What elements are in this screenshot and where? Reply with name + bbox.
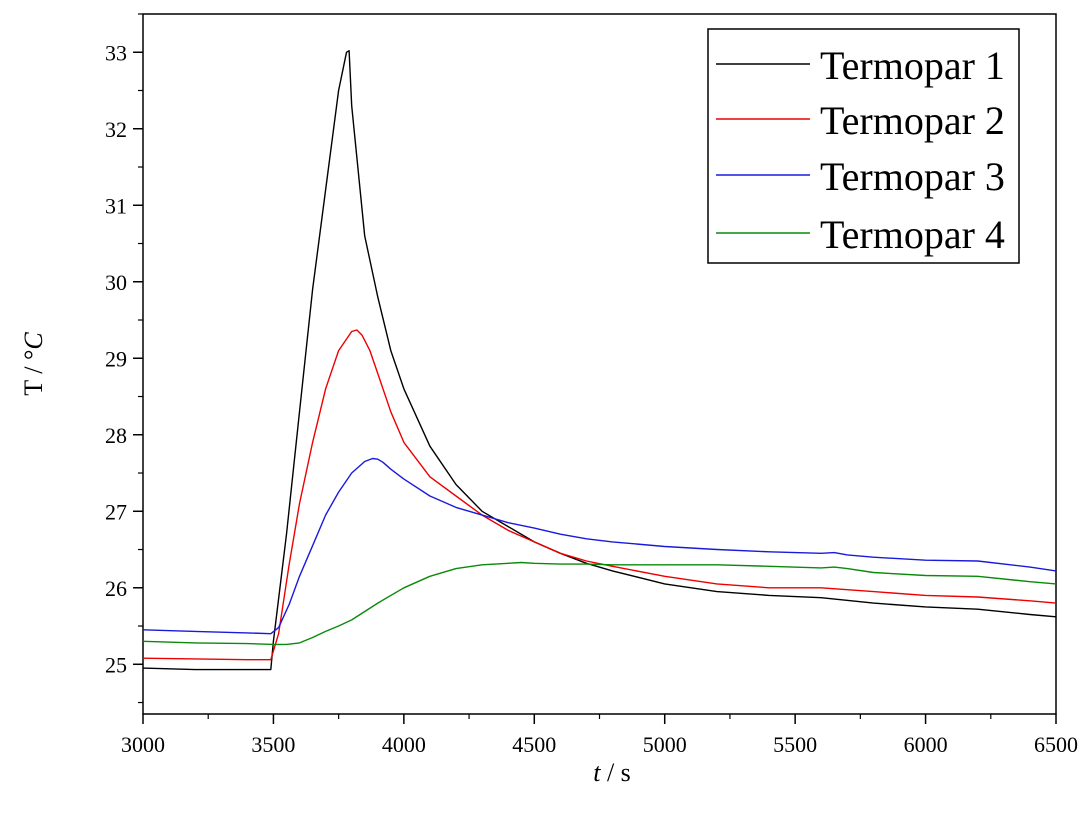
legend-label-3: Termopar 3 xyxy=(820,154,1005,199)
y-tick-label: 25 xyxy=(105,652,127,677)
x-tick-label: 4500 xyxy=(512,732,556,757)
series-line-termopar-3 xyxy=(142,457,1057,635)
x-axis-title: t / s xyxy=(593,758,631,787)
series-layer xyxy=(142,50,1057,671)
x-tick-label: 5500 xyxy=(773,732,817,757)
series-line-termopar-2 xyxy=(142,329,1057,661)
y-axis-title: T / °C xyxy=(19,332,48,396)
legend-label-2: Termopar 2 xyxy=(820,98,1005,143)
y-axis: 25 26 27 28 29 30 31 32 33 xyxy=(105,13,143,704)
x-axis-title-italic: t xyxy=(593,758,601,787)
legend: Termopar 1 Termopar 2 Termopar 3 Termopa… xyxy=(707,28,1020,264)
y-tick-label: 27 xyxy=(105,499,127,524)
y-tick-label: 31 xyxy=(105,193,127,218)
series-line-termopar-1 xyxy=(142,50,1057,671)
y-tick-label: 28 xyxy=(105,423,127,448)
series-line-termopar-4 xyxy=(142,561,1057,646)
x-tick-label: 3000 xyxy=(121,732,165,757)
legend-label-4: Termopar 4 xyxy=(820,212,1005,257)
legend-box xyxy=(707,28,1020,264)
y-tick-label: 26 xyxy=(105,576,127,601)
y-tick-label: 32 xyxy=(105,117,127,142)
x-axis: 3000 3500 4000 4500 5000 5500 6000 6500 xyxy=(121,714,1078,757)
x-tick-label: 5000 xyxy=(643,732,687,757)
y-tick-label: 29 xyxy=(105,346,127,371)
x-tick-label: 4000 xyxy=(382,732,426,757)
y-tick-label: 33 xyxy=(105,40,127,65)
y-axis-title-italic: C xyxy=(19,332,48,350)
y-tick-label: 30 xyxy=(105,270,127,295)
x-tick-label: 6500 xyxy=(1034,732,1078,757)
x-tick-label: 6000 xyxy=(904,732,948,757)
legend-label-1: Termopar 1 xyxy=(820,43,1005,88)
y-axis-title-plain: T / ° xyxy=(19,350,48,396)
x-axis-title-rest: / s xyxy=(600,758,630,787)
x-tick-label: 3500 xyxy=(251,732,295,757)
